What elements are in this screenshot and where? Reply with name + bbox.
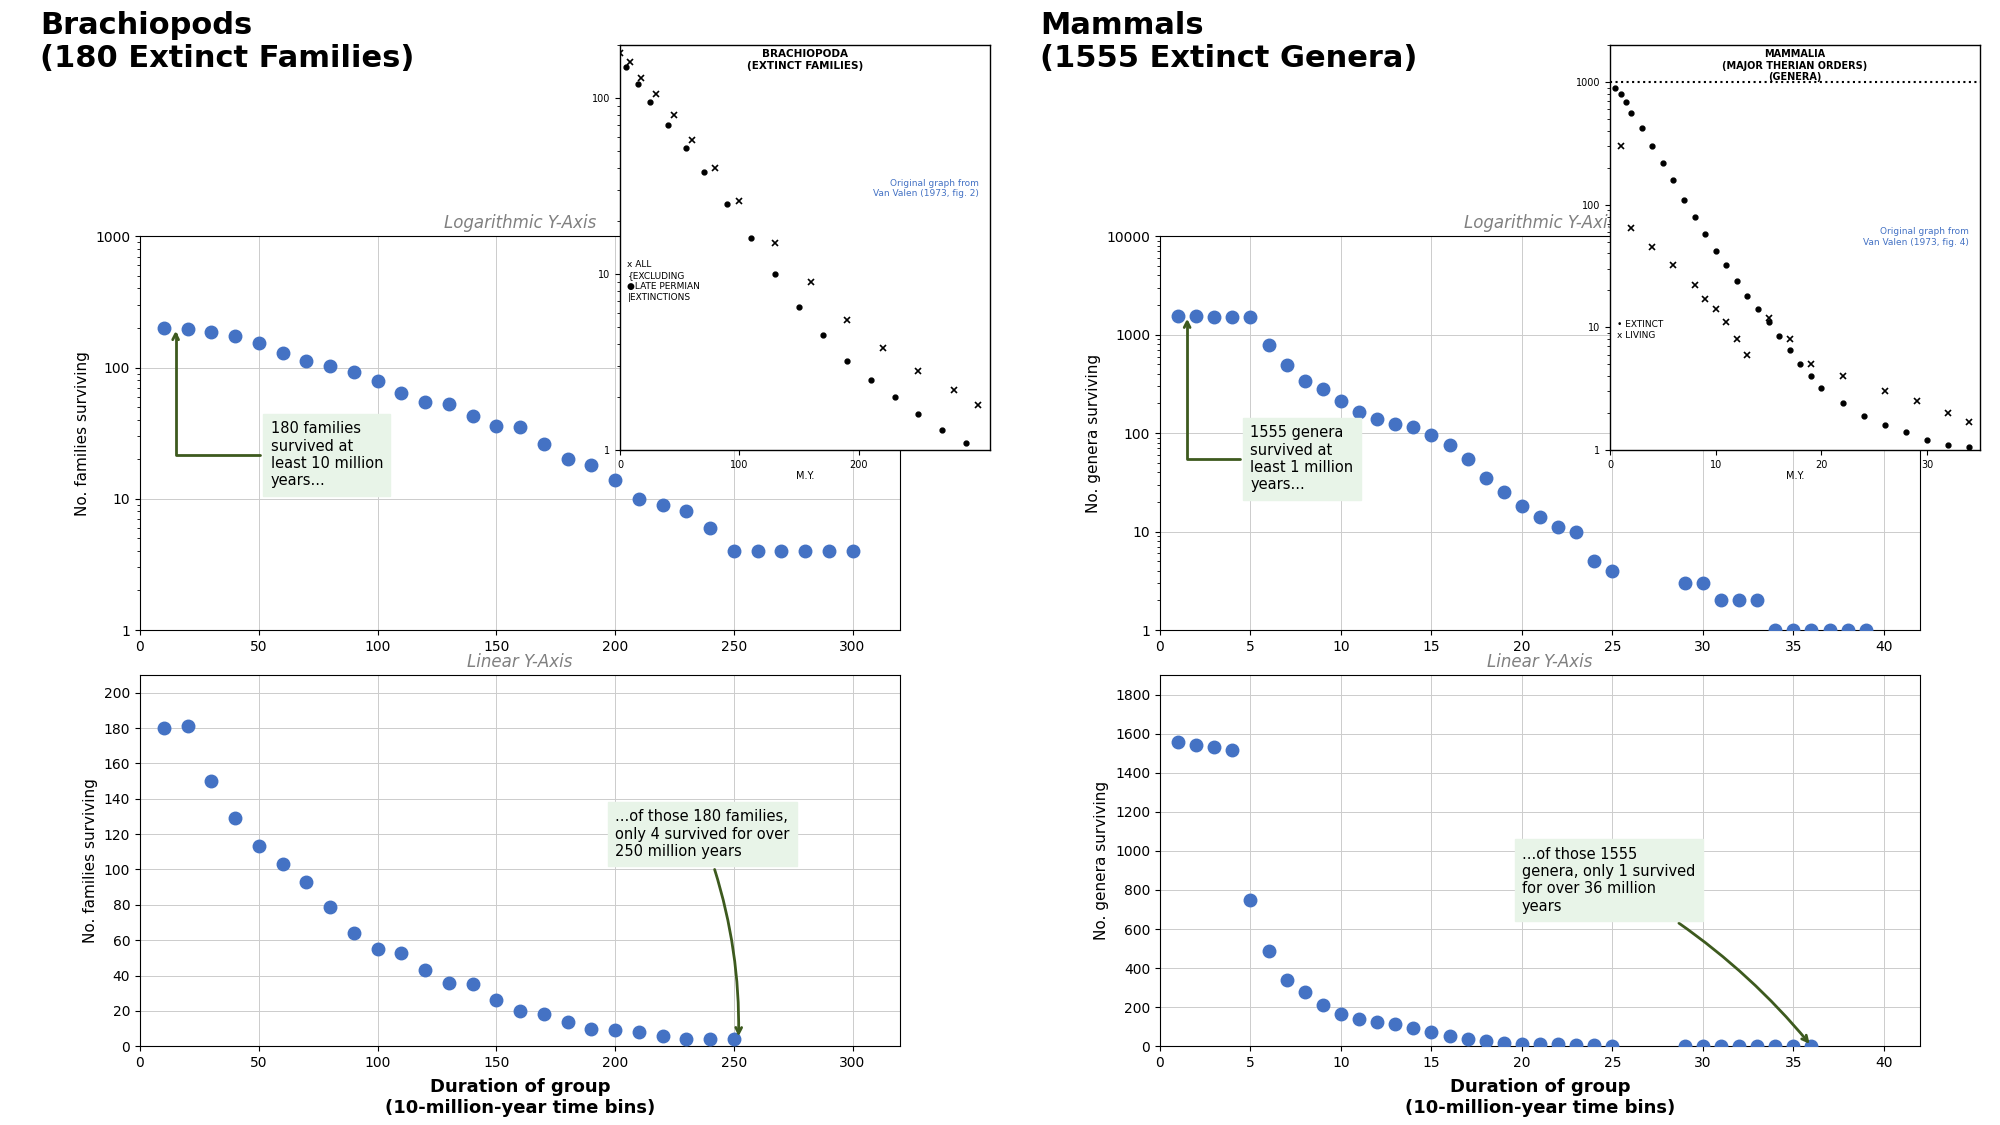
Text: ...of those 180 families,
only 4 survived for over
250 million years: ...of those 180 families, only 4 survive… [616,809,790,1033]
Title: Logarithmic Y-Axis: Logarithmic Y-Axis [1464,214,1616,232]
Y-axis label: No. genera surviving: No. genera surviving [1086,353,1100,513]
Text: Original graph from
Van Valen (1973, fig. 2): Original graph from Van Valen (1973, fig… [874,179,978,198]
X-axis label: Duration of group
(10-million-year time bins): Duration of group (10-million-year time … [1404,1078,1676,1117]
Text: ...of those 1555
genera, only 1 survived
for over 36 million
years: ...of those 1555 genera, only 1 survived… [1522,847,1808,1042]
Text: 1555 genera
survived at
least 1 million
years...: 1555 genera survived at least 1 million … [1184,322,1354,493]
Text: Original graph from
Van Valen (1973, fig. 4): Original graph from Van Valen (1973, fig… [1864,227,1968,246]
X-axis label: M.Y.: M.Y. [796,471,814,482]
Y-axis label: No. genera surviving: No. genera surviving [1094,781,1110,940]
Text: • EXTINCT
x LIVING: • EXTINCT x LIVING [1618,321,1664,341]
Title: Linear Y-Axis: Linear Y-Axis [1488,652,1592,670]
X-axis label: M.Y.: M.Y. [1786,471,1804,482]
Text: BRACHIOPODA
(EXTINCT FAMILIES): BRACHIOPODA (EXTINCT FAMILIES) [746,50,864,71]
Title: Logarithmic Y-Axis: Logarithmic Y-Axis [444,214,596,232]
Y-axis label: No. families surviving: No. families surviving [74,351,90,515]
Text: x ALL
{EXCLUDING
●LATE PERMIAN
|EXTINCTIONS: x ALL {EXCLUDING ●LATE PERMIAN |EXTINCTI… [628,260,700,302]
Title: Linear Y-Axis: Linear Y-Axis [468,652,572,670]
X-axis label: Duration of group
(10-million-year time bins): Duration of group (10-million-year time … [384,1078,656,1117]
Text: 180 families
survived at
least 10 million
years...: 180 families survived at least 10 millio… [172,334,384,488]
Text: Brachiopods
(180 Extinct Families): Brachiopods (180 Extinct Families) [40,11,414,73]
Y-axis label: No. families surviving: No. families surviving [84,778,98,943]
Text: Mammals
(1555 Extinct Genera): Mammals (1555 Extinct Genera) [1040,11,1418,73]
Text: MAMMALIA
(MAJOR THERIAN ORDERS)
(GENERA): MAMMALIA (MAJOR THERIAN ORDERS) (GENERA) [1722,50,1868,82]
